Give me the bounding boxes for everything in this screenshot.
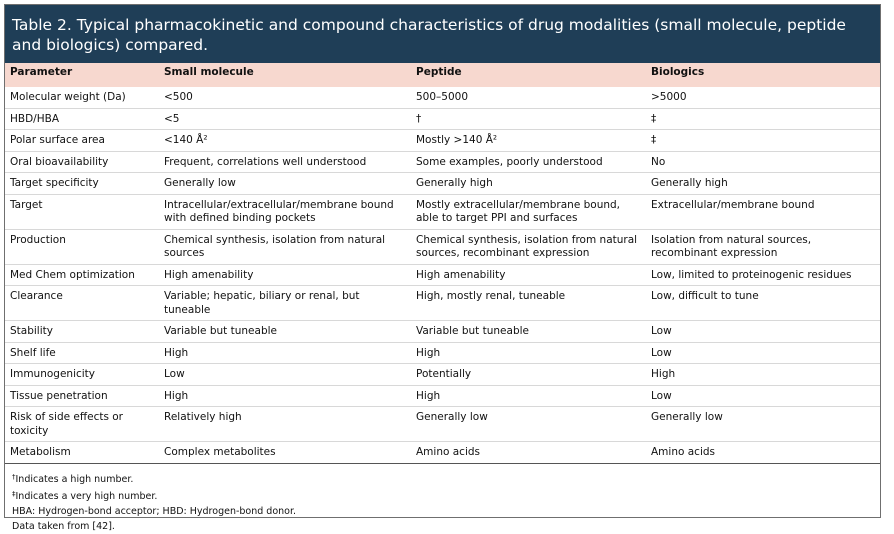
table-row: Stability Variable but tuneable Variable b… [5, 321, 880, 342]
cell-biologics: Low [651, 325, 672, 337]
cell-biologics: Amino acids [651, 446, 716, 458]
footnote-source: Data taken from [42]. [12, 520, 115, 532]
cell-small-molecule: Chemical synthesis, isolation from natur… [164, 233, 386, 260]
cell-small-molecule: Relatively high [164, 411, 242, 423]
cell-peptide: High [416, 346, 441, 359]
cell-parameter: Risk of side effects or toxicity [10, 411, 124, 437]
cell-peptide: High amenability [416, 268, 506, 281]
dagger-symbol: † [12, 472, 16, 481]
footnote-ddagger: ‡Indicates a very high number. [12, 487, 873, 504]
cell-peptide: Mostly extracellular/membrane bound, abl… [416, 198, 621, 225]
table-body: Molecular weight (Da) <500 500–5000 >5000 HB… [5, 87, 880, 463]
cell-small-molecule: <500 [164, 91, 193, 103]
ddagger-symbol: ‡ [12, 489, 16, 498]
cell-peptide: High [416, 389, 441, 402]
header-biologics: Biologics [646, 63, 880, 87]
table-row: Med Chem optimization High amenability Hig… [5, 264, 880, 286]
cell-biologics: ‡ [651, 134, 657, 146]
cell-small-molecule: Intracellular/extracellular/membrane bou… [164, 198, 394, 225]
cell-small-molecule: High [164, 389, 189, 402]
cell-peptide: Mostly >140 Å² [416, 134, 498, 146]
cell-parameter: Target [10, 198, 43, 211]
cell-small-molecule: Generally low [164, 177, 236, 189]
table-row: Shelf life High High Low [5, 342, 880, 364]
cell-parameter: Med Chem optimization [10, 268, 135, 281]
cell-biologics: No [651, 155, 666, 168]
table-container: Table 2. Typical pharmacokinetic and com… [4, 4, 881, 532]
cell-peptide: † [416, 112, 422, 125]
cell-peptide: Generally high [416, 177, 493, 189]
table-row: Polar surface area <140 Å² Mostly >140 Å² ‡ [5, 130, 880, 151]
cell-parameter: Stability [10, 325, 53, 337]
header-peptide: Peptide [411, 63, 646, 87]
header-parameter: Parameter [5, 63, 159, 87]
cell-small-molecule: <5 [164, 112, 180, 125]
cell-parameter: Production [10, 233, 66, 246]
footnote-abbreviations: HBA: Hydrogen-bond acceptor; HBD: Hydrog… [12, 505, 297, 517]
cell-peptide: High, mostly renal, tuneable [416, 290, 566, 302]
cell-parameter: Molecular weight (Da) [10, 91, 126, 103]
cell-parameter: Oral bioavailability [10, 155, 109, 168]
table-row: Oral bioavailability Frequent, correlatio… [5, 151, 880, 173]
cell-small-molecule: Variable but tuneable [164, 325, 277, 337]
cell-small-molecule: Frequent, correlations well understood [164, 155, 367, 168]
table-row: Risk of side effects or toxicity Relative… [5, 407, 880, 442]
cell-parameter: Target specificity [10, 177, 99, 189]
header-small-molecule: Small molecule [159, 63, 411, 87]
table-row: Immunogenicity Low Potentially High [5, 364, 880, 385]
cell-biologics: Low, limited to proteinogenic residues [651, 268, 852, 281]
table-row: Production Chemical synthesis, isolation … [5, 229, 880, 264]
table-row: Tissue penetration High High Low [5, 385, 880, 407]
cell-peptide: Generally low [416, 411, 488, 423]
cell-parameter: Tissue penetration [10, 389, 108, 402]
header-row: Parameter Small molecule Peptide Biologi… [5, 63, 880, 87]
cell-small-molecule: Complex metabolites [164, 446, 276, 458]
cell-biologics: >5000 [651, 91, 687, 103]
cell-peptide: Amino acids [416, 446, 481, 458]
footnote-ddagger-text: Indicates a very high number. [15, 490, 158, 502]
footnotes: †Indicates a high number. ‡Indicates a v… [5, 464, 880, 534]
cell-peptide: Variable but tuneable [416, 325, 529, 337]
footnote-dagger: †Indicates a high number. [12, 470, 873, 487]
cell-biologics: Low [651, 346, 672, 359]
cell-biologics: Extracellular/membrane bound [651, 198, 815, 211]
table-row: HBD/HBA <5 † ‡ [5, 108, 880, 130]
table-row: Target Intracellular/extracellular/membra… [5, 194, 880, 229]
cell-parameter: Polar surface area [10, 134, 105, 146]
table-title: Table 2. Typical pharmacokinetic and com… [5, 5, 880, 63]
cell-peptide: Potentially [416, 368, 472, 380]
table-row: Molecular weight (Da) <500 500–5000 >5000 [5, 87, 880, 108]
cell-small-molecule: Low [164, 368, 185, 380]
cell-small-molecule: High amenability [164, 268, 254, 281]
cell-peptide: 500–5000 [416, 91, 469, 103]
cell-biologics: Low, difficult to tune [651, 290, 759, 302]
footnote-dagger-text: Indicates a high number. [15, 473, 134, 485]
cell-parameter: Metabolism [10, 446, 71, 458]
cell-parameter: HBD/HBA [10, 112, 60, 125]
cell-biologics: Isolation from natural sources, recombin… [651, 233, 812, 260]
cell-small-molecule: Variable; hepatic, biliary or renal, but… [164, 290, 360, 316]
cell-small-molecule: High [164, 346, 189, 359]
cell-peptide: Some examples, poorly understood [416, 155, 603, 168]
cell-biologics: ‡ [651, 112, 657, 125]
table-row: Target specificity Generally low Generally… [5, 173, 880, 194]
cell-parameter: Immunogenicity [10, 368, 96, 380]
cell-peptide: Chemical synthesis, isolation from natur… [416, 233, 638, 260]
cell-biologics: Low [651, 389, 672, 402]
cell-small-molecule: <140 Å² [164, 134, 208, 146]
cell-biologics: High [651, 368, 676, 380]
cell-biologics: Generally high [651, 177, 728, 189]
cell-parameter: Shelf life [10, 346, 56, 359]
table-row: Clearance Variable; hepatic, biliary or r… [5, 286, 880, 321]
table-row: Metabolism Complex metabolites Amino acids… [5, 442, 880, 463]
cell-biologics: Generally low [651, 411, 723, 423]
cell-parameter: Clearance [10, 290, 63, 302]
comparison-table: Parameter Small molecule Peptide Biologi… [5, 63, 880, 464]
